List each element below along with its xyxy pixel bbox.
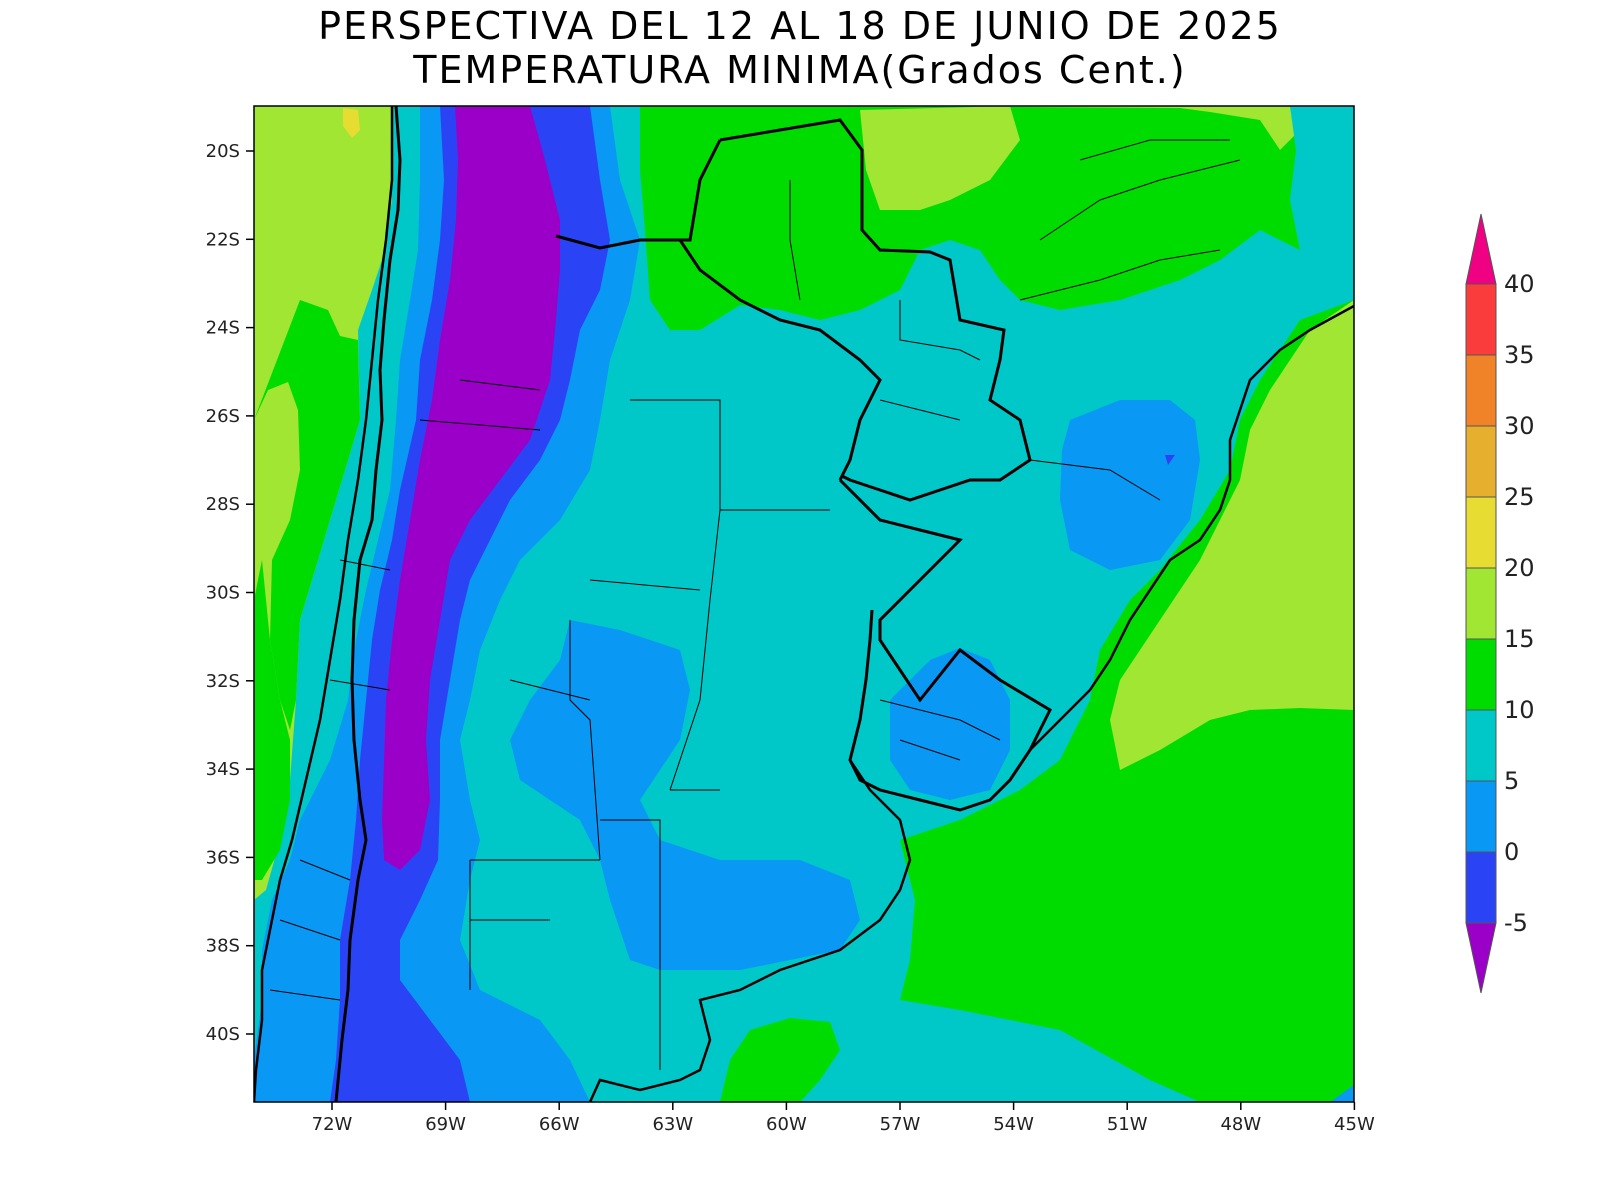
legend-swatch bbox=[1465, 780, 1497, 853]
lat-tick-label: 32S bbox=[206, 671, 240, 692]
longitude-axis: 72W 69W 66W 63W 60W 57W 54W 51W 48W 45W bbox=[312, 1102, 1375, 1135]
band-15-20-atlantic bbox=[1110, 300, 1354, 770]
lat-tick-label: 24S bbox=[206, 318, 240, 339]
band-10-15-north bbox=[640, 106, 1354, 330]
lat-tick-label: 26S bbox=[206, 406, 240, 427]
legend-label: -5 bbox=[1504, 909, 1528, 937]
lon-tick-label: 54W bbox=[993, 1114, 1034, 1135]
legend-label: 25 bbox=[1504, 483, 1535, 511]
lon-tick-label: 57W bbox=[880, 1114, 921, 1135]
lon-tick-label: 72W bbox=[312, 1114, 353, 1135]
borders bbox=[254, 106, 1354, 1102]
map-title: PERSPECTIVA DEL 12 AL 18 DE JUNIO DE 202… bbox=[318, 4, 1282, 48]
lon-tick-label: 66W bbox=[539, 1114, 580, 1135]
legend-label: 30 bbox=[1504, 412, 1535, 440]
lat-tick-label: 34S bbox=[206, 759, 240, 780]
legend-swatch bbox=[1465, 283, 1497, 356]
legend-label: 5 bbox=[1504, 767, 1519, 795]
band-15-20-ne1 bbox=[860, 106, 1300, 150]
band-10-15-west bbox=[254, 300, 360, 730]
lat-tick-label: 20S bbox=[206, 141, 240, 162]
band-0-5-pampa bbox=[510, 620, 860, 970]
lat-tick-label: 40S bbox=[206, 1024, 240, 1045]
temperature-field bbox=[254, 106, 1354, 1102]
legend-swatch bbox=[1465, 709, 1497, 782]
lon-tick-label: 60W bbox=[766, 1114, 807, 1135]
lon-tick-label: 51W bbox=[1107, 1114, 1148, 1135]
map-frame bbox=[253, 105, 1355, 1103]
legend-arrow-low bbox=[1465, 922, 1497, 994]
legend-label: 10 bbox=[1504, 696, 1535, 724]
band-0-5-corner bbox=[1330, 1085, 1354, 1102]
band-5-10-ne bbox=[1280, 106, 1354, 306]
lon-tick-label: 48W bbox=[1220, 1114, 1261, 1135]
lon-tick-label: 63W bbox=[652, 1114, 693, 1135]
legend-arrow-high bbox=[1465, 213, 1497, 285]
band-20-25-patch bbox=[343, 108, 360, 138]
band-0-5-uruguay bbox=[890, 648, 1010, 800]
legend-swatch bbox=[1465, 851, 1497, 924]
band-15-20-ne2 bbox=[860, 106, 1020, 210]
map-subtitle: TEMPERATURA MINIMA(Grados Cent.) bbox=[413, 48, 1187, 92]
band-10-15-south bbox=[720, 1018, 840, 1102]
legend-label: 0 bbox=[1504, 838, 1519, 866]
lat-tick-label: 36S bbox=[206, 847, 240, 868]
lat-tick-label: 22S bbox=[206, 229, 240, 250]
legend-swatch bbox=[1465, 425, 1497, 498]
lat-tick-label: 38S bbox=[206, 936, 240, 957]
latitude-axis: 20S 22S 24S 26S 28S 30S 32S 34S 36S 38S 40S bbox=[206, 141, 254, 1045]
lon-tick-label: 45W bbox=[1334, 1114, 1375, 1135]
legend-label: 35 bbox=[1504, 341, 1535, 369]
color-legend: 40 35 30 25 20 15 10 5 0 -5 bbox=[1465, 213, 1535, 994]
band-lt-neg5-andes bbox=[382, 106, 560, 870]
band-10-15-west-south bbox=[254, 560, 290, 880]
legend-label: 40 bbox=[1504, 270, 1535, 298]
legend-swatch bbox=[1465, 567, 1497, 640]
legend-swatch bbox=[1465, 354, 1497, 427]
legend-label: 20 bbox=[1504, 554, 1535, 582]
band-0-5-brazil bbox=[1060, 400, 1200, 570]
lat-tick-label: 28S bbox=[206, 494, 240, 515]
legend-label: 15 bbox=[1504, 625, 1535, 653]
legend-swatch bbox=[1465, 496, 1497, 569]
lat-tick-label: 30S bbox=[206, 583, 240, 604]
legend-swatch bbox=[1465, 638, 1497, 711]
band-neg5-0-dot bbox=[1165, 455, 1175, 465]
lon-tick-label: 69W bbox=[425, 1114, 466, 1135]
